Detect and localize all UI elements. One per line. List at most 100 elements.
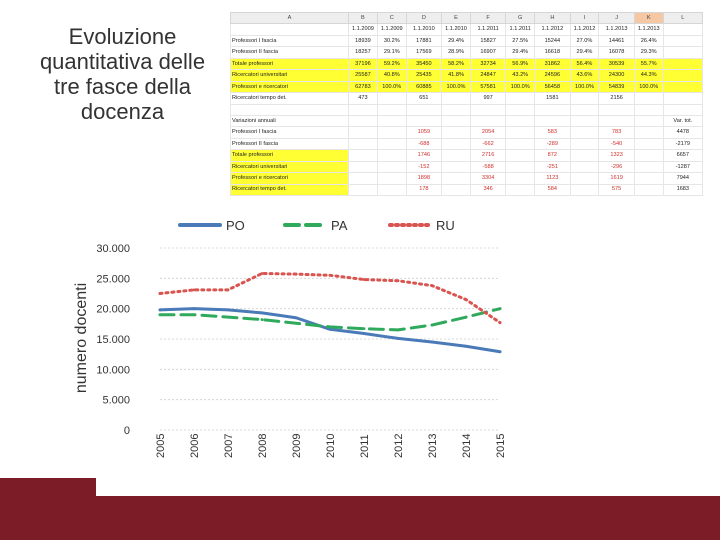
sheet-cell[interactable] [598, 103, 635, 116]
sheet-cell[interactable]: 3304 [469, 172, 507, 185]
sheet-column-header[interactable]: C [376, 11, 407, 25]
sheet-cell[interactable]: 58.2% [441, 57, 471, 71]
sheet-cell[interactable] [569, 103, 600, 116]
sheet-cell[interactable]: 872 [534, 149, 571, 162]
sheet-cell[interactable] [633, 183, 664, 197]
sheet-cell[interactable]: 651 [405, 92, 443, 105]
sheet-cell[interactable]: Professori I fascia [230, 126, 349, 139]
sheet-column-header[interactable]: H [534, 11, 571, 25]
sheet-cell[interactable]: 32734 [469, 57, 507, 71]
sheet-cell[interactable]: 37196 [348, 57, 378, 71]
sheet-cell[interactable]: Professori II fascia [230, 137, 349, 151]
sheet-cell[interactable]: -289 [534, 137, 571, 151]
sheet-cell[interactable]: 35450 [405, 57, 443, 71]
sheet-cell[interactable] [441, 92, 471, 105]
sheet-cell[interactable] [376, 126, 407, 139]
sheet-cell[interactable] [633, 160, 664, 174]
sheet-cell[interactable]: -588 [469, 160, 507, 174]
sheet-cell[interactable]: 27.0% [569, 34, 600, 48]
sheet-cell[interactable] [376, 160, 407, 174]
sheet-cell[interactable] [469, 114, 507, 128]
sheet-cell[interactable]: 1.1.2011 [505, 23, 536, 36]
sheet-cell[interactable]: 27.5% [505, 34, 536, 48]
sheet-cell[interactable]: 4478 [662, 126, 704, 139]
sheet-cell[interactable]: 30539 [598, 57, 635, 71]
sheet-cell[interactable] [505, 114, 536, 128]
sheet-cell[interactable] [469, 103, 507, 116]
sheet-cell[interactable] [441, 103, 471, 116]
sheet-cell[interactable]: 1619 [598, 172, 635, 185]
sheet-cell[interactable] [505, 183, 536, 197]
sheet-cell[interactable]: -251 [534, 160, 571, 174]
sheet-cell[interactable]: Ricercatori universitari [230, 69, 349, 82]
sheet-cell[interactable]: 17569 [405, 46, 443, 59]
sheet-cell[interactable]: Ricercatori universitari [230, 160, 349, 174]
sheet-column-header[interactable]: J [598, 11, 635, 25]
sheet-cell[interactable]: 346 [469, 183, 507, 197]
sheet-cell[interactable]: 16907 [469, 46, 507, 59]
sheet-cell[interactable] [376, 103, 407, 116]
sheet-cell[interactable] [441, 183, 471, 197]
sheet-cell[interactable]: 29.3% [633, 46, 664, 59]
sheet-cell[interactable]: 24596 [534, 69, 571, 82]
sheet-cell[interactable] [348, 137, 378, 151]
sheet-cell[interactable] [662, 34, 704, 48]
sheet-cell[interactable] [441, 114, 471, 128]
sheet-cell[interactable] [505, 149, 536, 162]
sheet-cell[interactable]: 17881 [405, 34, 443, 48]
sheet-cell[interactable] [633, 149, 664, 162]
sheet-cell[interactable]: 1581 [534, 92, 571, 105]
sheet-cell[interactable] [662, 80, 704, 94]
sheet-cell[interactable]: Professori e ricercatori [230, 80, 349, 94]
sheet-cell[interactable]: 29.4% [569, 46, 600, 59]
sheet-cell[interactable] [569, 126, 600, 139]
legend-label[interactable]: PA [331, 218, 348, 233]
sheet-column-header[interactable]: D [405, 11, 443, 25]
sheet-cell[interactable] [348, 172, 378, 185]
sheet-cell[interactable] [598, 114, 635, 128]
sheet-cell[interactable] [534, 103, 571, 116]
sheet-cell[interactable]: 54839 [598, 80, 635, 94]
sheet-cell[interactable] [405, 114, 443, 128]
sheet-cell[interactable]: 40.8% [376, 69, 407, 82]
sheet-column-header[interactable]: L [662, 11, 704, 25]
sheet-cell[interactable]: 18939 [348, 34, 378, 48]
sheet-cell[interactable] [505, 103, 536, 116]
sheet-cell[interactable]: 583 [534, 126, 571, 139]
sheet-cell[interactable] [348, 103, 378, 116]
sheet-cell[interactable] [348, 149, 378, 162]
sheet-cell[interactable]: 59.2% [376, 57, 407, 71]
sheet-cell[interactable]: 28.9% [441, 46, 471, 59]
sheet-cell[interactable]: 997 [469, 92, 507, 105]
sheet-cell[interactable]: 100.0% [633, 80, 664, 94]
sheet-cell[interactable]: -152 [405, 160, 443, 174]
sheet-cell[interactable] [441, 172, 471, 185]
sheet-cell[interactable] [405, 103, 443, 116]
sheet-cell[interactable]: 1.1.2013 [598, 23, 635, 36]
sheet-cell[interactable]: 24847 [469, 69, 507, 82]
sheet-cell[interactable]: 100.0% [569, 80, 600, 94]
sheet-cell[interactable]: 2156 [598, 92, 635, 105]
sheet-cell[interactable] [534, 114, 571, 128]
sheet-cell[interactable]: -662 [469, 137, 507, 151]
sheet-cell[interactable]: 1059 [405, 126, 443, 139]
sheet-cell[interactable] [633, 92, 664, 105]
sheet-cell[interactable] [569, 114, 600, 128]
sheet-cell[interactable]: 29.1% [376, 46, 407, 59]
sheet-cell[interactable] [376, 137, 407, 151]
sheet-cell[interactable]: 2716 [469, 149, 507, 162]
sheet-column-header[interactable]: I [569, 11, 600, 25]
sheet-cell[interactable]: 41.8% [441, 69, 471, 82]
sheet-cell[interactable]: Totale professori [230, 57, 349, 71]
sheet-cell[interactable]: 56.4% [569, 57, 600, 71]
sheet-cell[interactable] [633, 137, 664, 151]
sheet-cell[interactable]: 43.6% [569, 69, 600, 82]
sheet-cell[interactable]: 31862 [534, 57, 571, 71]
sheet-cell[interactable]: 56.9% [505, 57, 536, 71]
sheet-cell[interactable] [569, 160, 600, 174]
sheet-cell[interactable]: 14461 [598, 34, 635, 48]
sheet-cell[interactable] [348, 114, 378, 128]
sheet-column-header[interactable]: F [469, 11, 507, 25]
sheet-cell[interactable]: 1323 [598, 149, 635, 162]
sheet-cell[interactable]: 100.0% [505, 80, 536, 94]
